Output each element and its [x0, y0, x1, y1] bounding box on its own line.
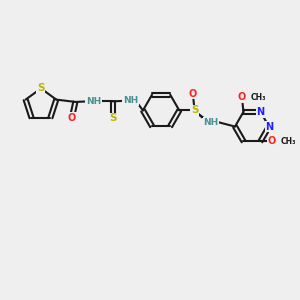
Text: S: S [109, 113, 116, 123]
Text: O: O [68, 113, 76, 123]
Text: NH: NH [123, 96, 138, 105]
Text: O: O [267, 136, 275, 146]
Text: O: O [204, 118, 212, 128]
Text: N: N [266, 122, 274, 132]
Text: NH: NH [86, 97, 101, 106]
Text: CH₃: CH₃ [250, 93, 266, 102]
Text: CH₃: CH₃ [281, 137, 296, 146]
Text: N: N [256, 107, 265, 117]
Text: O: O [189, 89, 197, 99]
Text: S: S [37, 83, 45, 93]
Text: O: O [238, 92, 246, 102]
Text: S: S [191, 105, 198, 116]
Text: NH: NH [203, 118, 218, 127]
